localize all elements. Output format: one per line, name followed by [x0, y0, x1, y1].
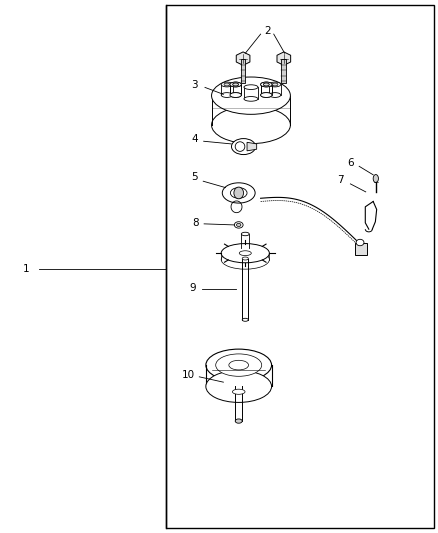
Bar	[241, 59, 246, 83]
Ellipse shape	[234, 222, 243, 228]
Ellipse shape	[230, 188, 247, 198]
Ellipse shape	[233, 83, 238, 86]
Ellipse shape	[221, 244, 269, 263]
Text: 8: 8	[192, 218, 199, 228]
Ellipse shape	[272, 83, 278, 86]
Text: 1: 1	[23, 264, 30, 274]
Ellipse shape	[233, 83, 238, 86]
Ellipse shape	[356, 239, 364, 246]
Ellipse shape	[221, 93, 233, 98]
Circle shape	[234, 187, 244, 199]
Ellipse shape	[212, 106, 290, 144]
Ellipse shape	[230, 93, 241, 98]
Text: 6: 6	[347, 158, 354, 167]
Ellipse shape	[206, 370, 272, 402]
Ellipse shape	[239, 251, 251, 256]
Ellipse shape	[221, 250, 269, 269]
Text: 9: 9	[189, 283, 196, 293]
Ellipse shape	[241, 232, 249, 236]
Ellipse shape	[215, 354, 261, 376]
Ellipse shape	[224, 83, 230, 86]
Ellipse shape	[261, 93, 272, 98]
Ellipse shape	[244, 96, 258, 101]
Ellipse shape	[269, 93, 281, 98]
Ellipse shape	[233, 389, 245, 394]
Bar	[166, 5, 434, 528]
Ellipse shape	[212, 77, 290, 114]
Ellipse shape	[221, 82, 233, 87]
Ellipse shape	[269, 82, 281, 87]
Ellipse shape	[232, 139, 256, 155]
Text: 10: 10	[182, 370, 195, 379]
Ellipse shape	[242, 257, 248, 260]
Ellipse shape	[261, 82, 272, 87]
Ellipse shape	[230, 82, 241, 87]
Ellipse shape	[206, 349, 272, 381]
Ellipse shape	[263, 83, 269, 86]
Ellipse shape	[237, 223, 241, 227]
Polygon shape	[247, 142, 257, 151]
Text: 5: 5	[191, 173, 198, 182]
Text: 4: 4	[191, 134, 198, 144]
Polygon shape	[277, 52, 291, 66]
Text: 3: 3	[191, 80, 198, 90]
Ellipse shape	[235, 419, 242, 423]
Ellipse shape	[222, 183, 255, 203]
Polygon shape	[236, 52, 250, 66]
Ellipse shape	[230, 82, 241, 87]
Ellipse shape	[229, 360, 249, 370]
Ellipse shape	[230, 93, 241, 98]
Ellipse shape	[373, 175, 378, 182]
Bar	[281, 59, 286, 83]
Ellipse shape	[261, 82, 272, 87]
Ellipse shape	[263, 83, 269, 86]
Ellipse shape	[235, 142, 245, 151]
Ellipse shape	[261, 93, 272, 98]
Text: 2: 2	[264, 26, 271, 36]
Ellipse shape	[244, 85, 258, 90]
Text: 7: 7	[337, 175, 344, 185]
Bar	[355, 243, 367, 255]
Ellipse shape	[242, 318, 248, 321]
